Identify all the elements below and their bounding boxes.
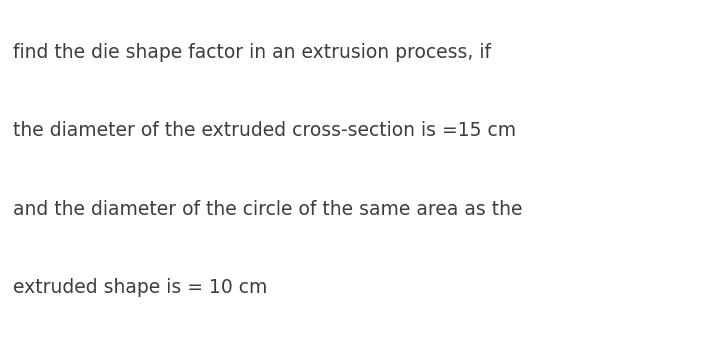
Text: the diameter of the extruded cross-section is =15 cm: the diameter of the extruded cross-secti… bbox=[13, 121, 516, 140]
Text: and the diameter of the circle of the same area as the: and the diameter of the circle of the sa… bbox=[13, 200, 523, 219]
Text: extruded shape is = 10 cm: extruded shape is = 10 cm bbox=[13, 278, 267, 297]
Text: find the die shape factor in an extrusion process, if: find the die shape factor in an extrusio… bbox=[13, 43, 491, 62]
